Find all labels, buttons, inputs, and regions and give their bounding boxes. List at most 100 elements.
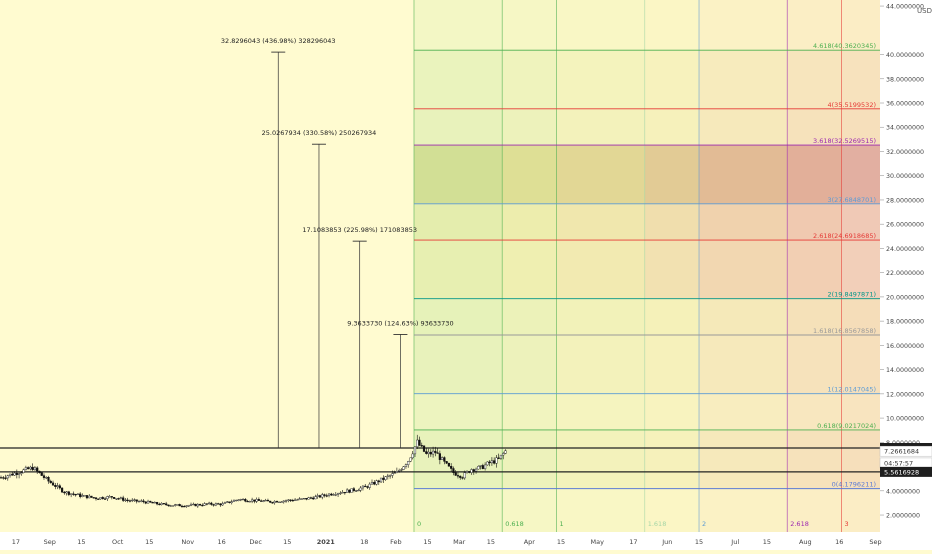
- candle-body[interactable]: [221, 503, 224, 506]
- candle-body[interactable]: [309, 497, 313, 499]
- candle-body[interactable]: [357, 489, 360, 492]
- candle-body[interactable]: [203, 503, 206, 506]
- candle-body[interactable]: [287, 499, 290, 501]
- candle-body[interactable]: [131, 499, 134, 502]
- candle-body[interactable]: [244, 498, 247, 502]
- candle-body[interactable]: [133, 499, 136, 501]
- candle-body[interactable]: [83, 495, 86, 497]
- candle-body[interactable]: [24, 467, 27, 470]
- candle-body[interactable]: [140, 500, 143, 502]
- candle-body[interactable]: [307, 497, 310, 500]
- candle-body[interactable]: [300, 498, 303, 500]
- candle-body[interactable]: [29, 466, 32, 470]
- candle-body[interactable]: [504, 450, 507, 454]
- candle-body[interactable]: [45, 477, 48, 479]
- candle-body[interactable]: [210, 502, 213, 505]
- candle-body[interactable]: [318, 495, 322, 498]
- candle-body[interactable]: [137, 501, 141, 503]
- candle-body[interactable]: [63, 491, 66, 494]
- candle-body[interactable]: [495, 457, 498, 464]
- candle-body[interactable]: [332, 494, 335, 496]
- candle-body[interactable]: [284, 500, 288, 502]
- candle-body[interactable]: [146, 500, 150, 504]
- candle-body[interactable]: [479, 465, 482, 467]
- candle-body[interactable]: [266, 499, 270, 502]
- candle-body[interactable]: [115, 498, 118, 500]
- candle-body[interactable]: [15, 472, 18, 475]
- candle-body[interactable]: [230, 501, 233, 503]
- candle-body[interactable]: [2, 477, 5, 479]
- candle-body[interactable]: [255, 499, 258, 502]
- candle-body[interactable]: [418, 439, 421, 446]
- candle-body[interactable]: [459, 475, 462, 478]
- candle-body[interactable]: [165, 503, 168, 506]
- candle-body[interactable]: [352, 488, 356, 491]
- candle-body[interactable]: [20, 472, 23, 474]
- candle-body[interactable]: [323, 494, 326, 496]
- candle-body[interactable]: [420, 445, 423, 447]
- candle-body[interactable]: [149, 500, 152, 503]
- candle-body[interactable]: [42, 475, 46, 478]
- candle-body[interactable]: [65, 491, 68, 494]
- candle-body[interactable]: [31, 466, 34, 471]
- candle-body[interactable]: [438, 453, 441, 460]
- candle-body[interactable]: [11, 473, 14, 476]
- candle-body[interactable]: [81, 495, 84, 497]
- candle-body[interactable]: [56, 485, 59, 487]
- candle-body[interactable]: [404, 464, 408, 467]
- candle-body[interactable]: [393, 472, 396, 474]
- candle-body[interactable]: [314, 496, 317, 500]
- candle-body[interactable]: [336, 493, 340, 495]
- candle-body[interactable]: [144, 501, 147, 504]
- candle-body[interactable]: [176, 504, 179, 506]
- candle-body[interactable]: [113, 497, 116, 499]
- candle-body[interactable]: [88, 495, 91, 499]
- candle-body[interactable]: [303, 498, 306, 500]
- candle-body[interactable]: [253, 499, 256, 502]
- candle-body[interactable]: [162, 503, 165, 505]
- candle-body[interactable]: [427, 451, 430, 454]
- candle-body[interactable]: [119, 497, 122, 499]
- candle-body[interactable]: [158, 503, 161, 506]
- candle-body[interactable]: [346, 489, 349, 493]
- candle-body[interactable]: [49, 480, 52, 484]
- candle-body[interactable]: [135, 499, 138, 502]
- candle-body[interactable]: [339, 492, 342, 495]
- candle-body[interactable]: [291, 500, 294, 502]
- candle-body[interactable]: [450, 466, 453, 469]
- candle-body[interactable]: [321, 494, 324, 498]
- candle-body[interactable]: [108, 496, 111, 498]
- candle-body[interactable]: [400, 469, 403, 471]
- candle-body[interactable]: [40, 472, 43, 476]
- candle-body[interactable]: [194, 503, 197, 507]
- candle-body[interactable]: [350, 488, 353, 493]
- time-axis[interactable]: 17 Sep 15 Oct 15 Nov 16 Dec 15 2021 18 Feb 15 Mar 15 Ap…: [0, 532, 932, 550]
- candle-body[interactable]: [402, 466, 405, 470]
- candle-body[interactable]: [79, 493, 82, 497]
- candle-body[interactable]: [153, 502, 156, 504]
- candle-body[interactable]: [312, 497, 315, 500]
- candle-body[interactable]: [54, 485, 57, 487]
- candle-body[interactable]: [248, 501, 251, 503]
- candle-body[interactable]: [407, 461, 410, 465]
- candle-body[interactable]: [251, 499, 254, 502]
- candle-body[interactable]: [391, 473, 394, 476]
- candle-body[interactable]: [196, 504, 199, 507]
- candle-body[interactable]: [499, 454, 503, 459]
- candle-body[interactable]: [361, 485, 365, 489]
- candle-body[interactable]: [67, 491, 70, 495]
- candle-body[interactable]: [271, 502, 274, 504]
- candle-body[interactable]: [298, 498, 301, 500]
- candle-body[interactable]: [395, 471, 398, 474]
- candle-body[interactable]: [411, 453, 414, 459]
- candle-body[interactable]: [278, 501, 281, 503]
- candle-body[interactable]: [370, 482, 374, 485]
- candle-body[interactable]: [429, 451, 432, 455]
- candle-body[interactable]: [174, 504, 177, 506]
- candle-body[interactable]: [6, 475, 9, 479]
- candle-body[interactable]: [180, 505, 184, 507]
- candle-body[interactable]: [217, 503, 220, 505]
- candle-body[interactable]: [239, 499, 242, 501]
